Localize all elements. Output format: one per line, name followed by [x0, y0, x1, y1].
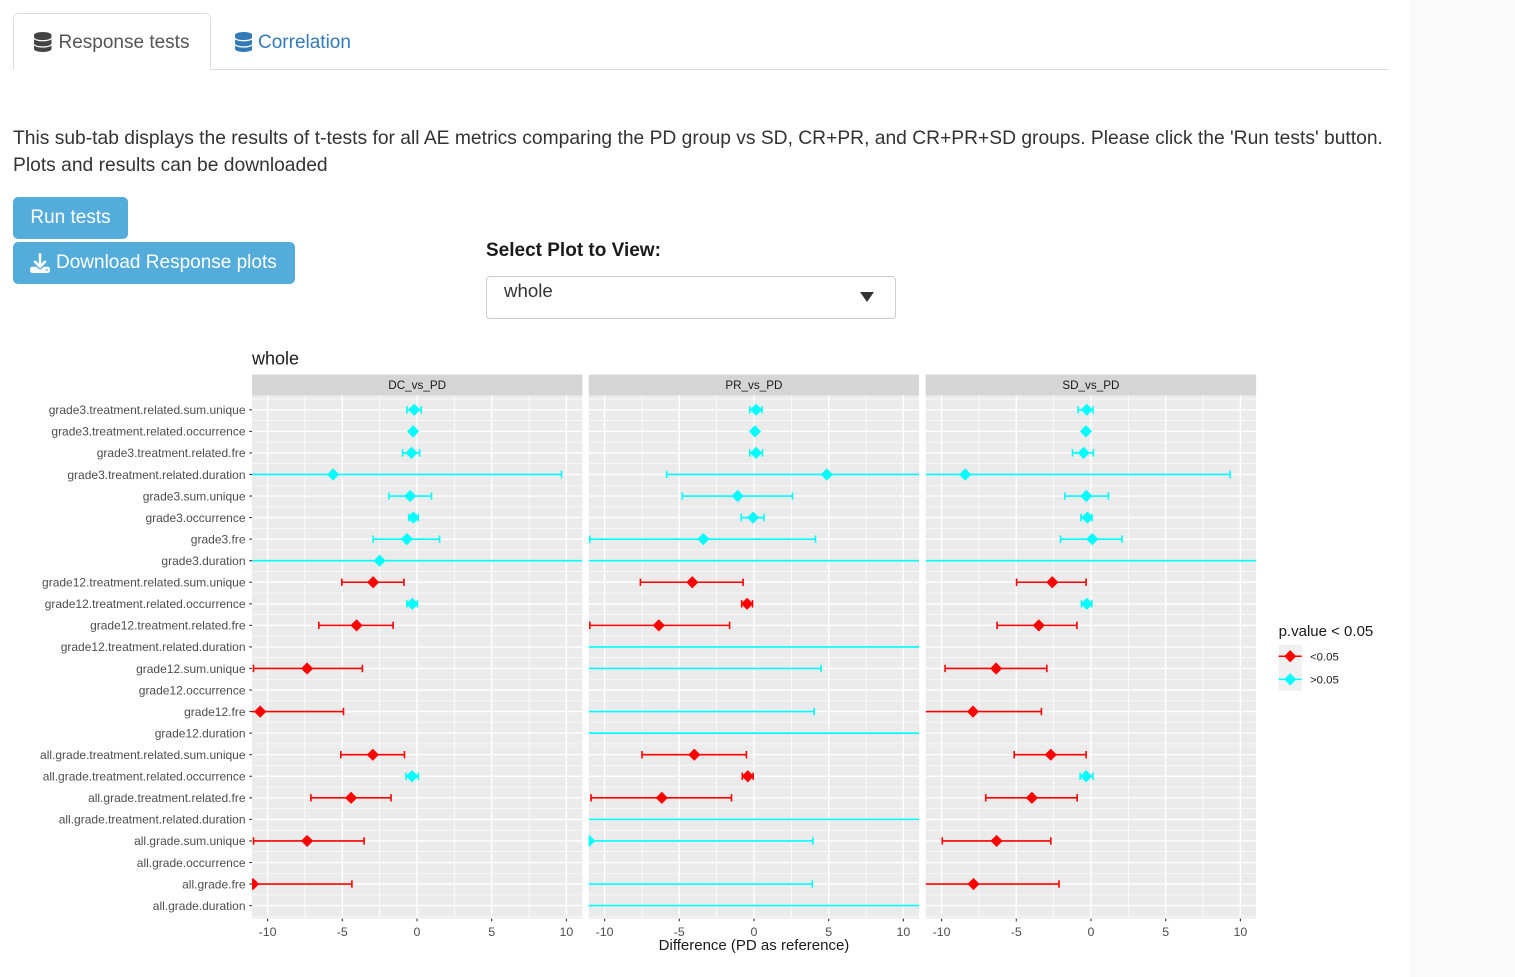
svg-text:5: 5: [488, 925, 495, 939]
svg-text:-10: -10: [596, 925, 614, 939]
svg-text:all.grade.sum.unique: all.grade.sum.unique: [134, 834, 246, 848]
svg-text:5: 5: [825, 925, 832, 939]
svg-text:5: 5: [1162, 925, 1169, 939]
svg-text:grade12.occurrence: grade12.occurrence: [139, 683, 246, 697]
svg-text:0: 0: [414, 925, 421, 939]
svg-text:grade12.sum.unique: grade12.sum.unique: [136, 662, 246, 676]
svg-text:>0.05: >0.05: [1310, 675, 1339, 687]
svg-text:grade12.fre: grade12.fre: [184, 705, 246, 719]
svg-text:all.grade.fre: all.grade.fre: [182, 877, 246, 891]
svg-text:grade3.fre: grade3.fre: [191, 532, 246, 546]
svg-text:SD_vs_PD: SD_vs_PD: [1062, 379, 1119, 392]
svg-text:all.grade.treatment.related.du: all.grade.treatment.related.duration: [59, 813, 246, 827]
svg-text:all.grade.treatment.related.oc: all.grade.treatment.related.occurrence: [43, 770, 246, 784]
svg-text:all.grade.treatment.related.su: all.grade.treatment.related.sum.unique: [40, 748, 246, 762]
svg-text:all.grade.occurrence: all.grade.occurrence: [137, 856, 246, 870]
svg-text:grade12.treatment.related.fre: grade12.treatment.related.fre: [90, 619, 246, 633]
svg-text:<0.05: <0.05: [1310, 651, 1339, 663]
svg-text:PR_vs_PD: PR_vs_PD: [725, 379, 782, 392]
svg-text:grade3.treatment.related.sum.u: grade3.treatment.related.sum.unique: [49, 403, 246, 417]
svg-text:grade3.occurrence: grade3.occurrence: [145, 511, 245, 525]
svg-text:grade3.duration: grade3.duration: [161, 554, 245, 568]
svg-text:10: 10: [1234, 925, 1248, 939]
svg-text:-10: -10: [259, 925, 277, 939]
svg-text:DC_vs_PD: DC_vs_PD: [388, 379, 446, 392]
svg-text:10: 10: [560, 925, 574, 939]
svg-text:-5: -5: [337, 925, 348, 939]
svg-text:10: 10: [897, 925, 911, 939]
svg-text:grade3.treatment.related.durat: grade3.treatment.related.duration: [67, 468, 245, 482]
svg-text:whole: whole: [251, 349, 299, 369]
svg-text:-5: -5: [1011, 925, 1022, 939]
svg-text:-10: -10: [933, 925, 951, 939]
svg-text:all.grade.duration: all.grade.duration: [153, 899, 246, 913]
svg-text:0: 0: [751, 925, 758, 939]
svg-text:all.grade.treatment.related.fr: all.grade.treatment.related.fre: [88, 791, 246, 805]
svg-text:grade3.treatment.related.occur: grade3.treatment.related.occurrence: [51, 425, 245, 439]
svg-text:grade12.treatment.related.sum.: grade12.treatment.related.sum.unique: [42, 576, 246, 590]
svg-text:grade12.treatment.related.occu: grade12.treatment.related.occurrence: [45, 597, 246, 611]
svg-text:grade12.duration: grade12.duration: [155, 726, 246, 740]
svg-text:0: 0: [1088, 925, 1095, 939]
svg-text:-5: -5: [674, 925, 685, 939]
svg-text:grade12.treatment.related.dura: grade12.treatment.related.duration: [61, 640, 246, 654]
svg-text:grade3.sum.unique: grade3.sum.unique: [143, 489, 246, 503]
svg-text:p.value < 0.05: p.value < 0.05: [1279, 623, 1374, 640]
svg-text:grade3.treatment.related.fre: grade3.treatment.related.fre: [97, 446, 246, 460]
svg-text:Difference (PD as reference): Difference (PD as reference): [659, 937, 850, 954]
